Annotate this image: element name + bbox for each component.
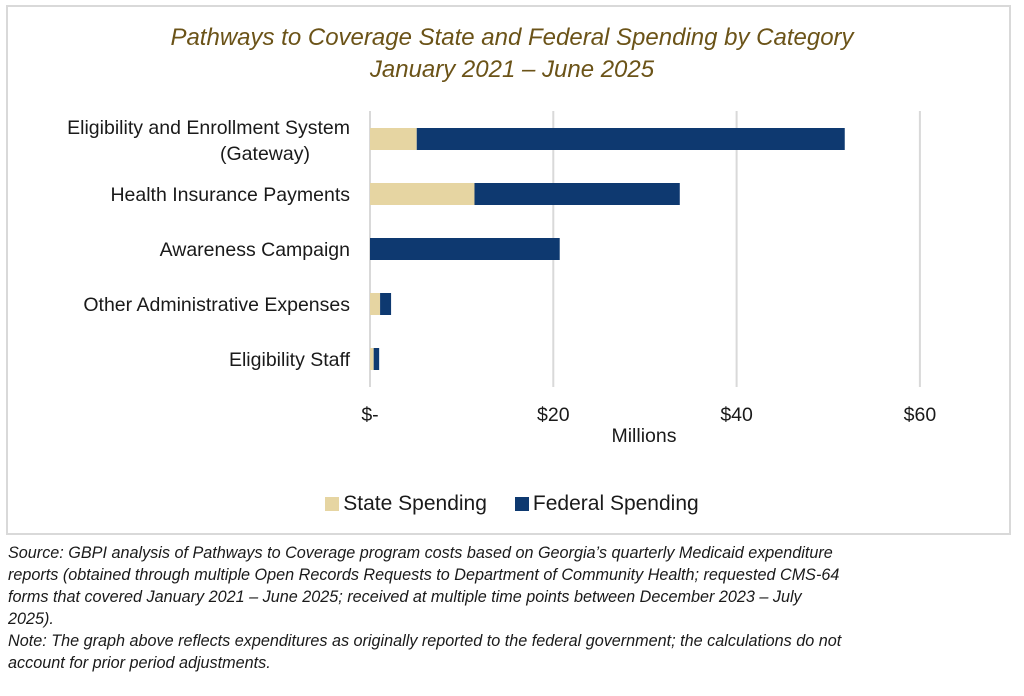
bar-federal <box>474 183 680 205</box>
bar-state <box>370 183 475 205</box>
bars <box>370 128 845 370</box>
category-label: Health Insurance Payments <box>110 184 350 206</box>
category-labels: Eligibility and Enrollment System (Gatewa… <box>67 117 350 371</box>
source-line: Source: GBPI analysis of Pathways to Cov… <box>8 544 833 562</box>
legend-swatch-state <box>325 497 340 511</box>
category-label: Awareness Campaign <box>160 239 350 261</box>
legend-item-state: State Spending <box>325 491 487 517</box>
legend-swatch-federal <box>514 497 529 511</box>
x-tick-labels: $- $20 $40 $60 <box>361 404 936 426</box>
note-line: Note: The graph above reflects expenditu… <box>8 632 842 650</box>
note-line: account for prior period adjustments. <box>8 654 271 672</box>
x-tick-label: $20 <box>537 404 570 426</box>
legend-label-federal: Federal Spending <box>532 492 699 515</box>
category-label: Eligibility and Enrollment System <box>67 117 350 139</box>
category-label: Other Administrative Expenses <box>83 294 350 316</box>
bar-federal <box>380 293 392 315</box>
note-footnote: Note: The graph above reflects expenditu… <box>8 630 1018 674</box>
x-tick-label: $40 <box>720 404 753 426</box>
chart-subtitle: January 2021 – June 2025 <box>369 56 655 83</box>
source-footnote: Source: GBPI analysis of Pathways to Cov… <box>8 542 1018 630</box>
x-tick-label: $60 <box>904 404 937 426</box>
chart-title: Pathways to Coverage State and Federal S… <box>170 24 854 51</box>
category-label: Eligibility Staff <box>229 349 351 371</box>
bar-federal <box>416 128 845 150</box>
legend: State Spending Federal Spending <box>0 491 1024 517</box>
source-line: reports (obtained through multiple Open … <box>8 566 840 584</box>
bar-state <box>370 293 381 315</box>
legend-item-federal: Federal Spending <box>514 491 699 517</box>
bar-state <box>370 348 374 370</box>
source-line: 2025). <box>8 610 54 628</box>
chart-frame <box>6 5 1011 535</box>
legend-label-state: State Spending <box>343 492 487 515</box>
source-line: forms that covered January 2021 – June 2… <box>8 588 802 606</box>
bar-state <box>370 128 417 150</box>
x-tick-label: $- <box>361 404 378 426</box>
bar-federal <box>370 238 560 260</box>
bar-federal <box>373 348 380 370</box>
x-axis-label: Millions <box>611 425 676 447</box>
category-label: (Gateway) <box>220 143 310 165</box>
